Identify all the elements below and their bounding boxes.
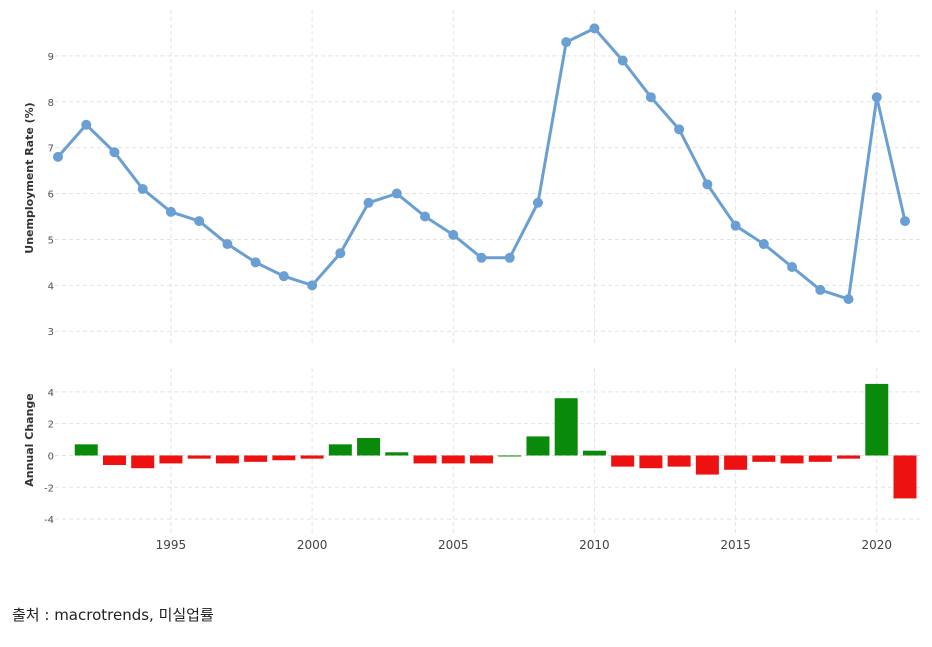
bottom-y-tick-label: -4 bbox=[44, 515, 54, 526]
unemployment-rate-point bbox=[730, 220, 741, 231]
unemployment-line-layer bbox=[53, 23, 910, 305]
unemployment-rate-point bbox=[165, 206, 176, 217]
unemployment-rate-point bbox=[815, 284, 826, 295]
annual-change-bar bbox=[244, 455, 268, 462]
unemployment-rate-point bbox=[504, 252, 515, 263]
top-y-tick-label: 3 bbox=[48, 327, 54, 338]
annual-change-bar bbox=[780, 455, 804, 464]
top-y-tick-label: 7 bbox=[48, 144, 54, 155]
annual-change-bar bbox=[639, 455, 663, 469]
annual-change-bar bbox=[159, 455, 183, 464]
annual-change-bar bbox=[441, 455, 465, 464]
unemployment-rate-point bbox=[702, 179, 713, 190]
annual-change-bar bbox=[582, 450, 606, 456]
unemployment-rate-point bbox=[561, 37, 572, 48]
bottom-y-tick-label: 2 bbox=[48, 420, 54, 431]
unemployment-rate-point bbox=[589, 23, 600, 34]
unemployment-rate-point bbox=[476, 252, 487, 263]
unemployment-rate-point bbox=[307, 280, 318, 291]
annual-change-bar bbox=[554, 398, 578, 456]
x-tick-label: 2015 bbox=[720, 538, 751, 552]
unemployment-rate-point bbox=[871, 92, 882, 103]
unemployment-rate-point bbox=[645, 92, 656, 103]
unemployment-rate-point bbox=[674, 124, 685, 135]
annual-change-bar bbox=[752, 455, 776, 462]
top-y-tick-label: 4 bbox=[48, 281, 54, 292]
unemployment-rate-point bbox=[363, 197, 374, 208]
bottom-y-tick-label: 0 bbox=[48, 451, 54, 462]
annual-change-bar bbox=[300, 455, 324, 459]
unemployment-rate-point bbox=[81, 119, 92, 130]
annual-change-bar bbox=[74, 444, 98, 456]
x-tick-label: 2010 bbox=[579, 538, 610, 552]
x-tick-label: 1995 bbox=[156, 538, 187, 552]
unemployment-rate-point bbox=[109, 147, 120, 158]
unemployment-rate-point bbox=[137, 183, 148, 194]
x-tick-label: 2005 bbox=[438, 538, 469, 552]
annual-change-bar bbox=[893, 455, 917, 499]
top-y-axis-label: Unemployment Rate (%) bbox=[23, 102, 36, 253]
annual-change-bar bbox=[385, 452, 409, 456]
unemployment-rate-point bbox=[250, 257, 261, 268]
annual-change-bar bbox=[667, 455, 691, 467]
unemployment-rate-point bbox=[335, 248, 346, 259]
top-y-tick-label: 6 bbox=[48, 190, 54, 201]
annual-change-bar bbox=[102, 455, 126, 466]
unemployment-rate-point bbox=[758, 239, 769, 250]
annual-change-bars bbox=[74, 383, 917, 499]
unemployment-rate-point bbox=[900, 216, 910, 227]
top-y-tick-label: 5 bbox=[48, 235, 54, 246]
annual-change-bar bbox=[865, 383, 889, 456]
unemployment-rate-point bbox=[420, 211, 431, 222]
annual-change-bar bbox=[215, 455, 239, 464]
annual-change-bar bbox=[357, 437, 381, 456]
bottom-y-ticks: -4 -2 0 2 4 bbox=[44, 388, 54, 526]
annual-change-bar bbox=[837, 455, 861, 459]
x-tick-label: 2000 bbox=[297, 538, 328, 552]
top-y-ticks: 3 4 5 6 7 8 9 bbox=[48, 52, 54, 338]
top-y-tick-label: 9 bbox=[48, 52, 54, 63]
bottom-chart-grid bbox=[48, 368, 920, 535]
annual-change-bar bbox=[328, 444, 352, 456]
unemployment-rate-point bbox=[617, 55, 628, 66]
unemployment-rate-point bbox=[222, 239, 233, 250]
annual-change-bar bbox=[470, 455, 493, 464]
annual-change-bar bbox=[131, 455, 155, 469]
top-chart-grid bbox=[48, 10, 920, 345]
unemployment-rate-point bbox=[843, 294, 854, 305]
annual-change-bar bbox=[724, 455, 748, 470]
top-y-tick-label: 8 bbox=[48, 98, 54, 109]
unemployment-rate-point bbox=[448, 229, 459, 240]
unemployment-rate-point bbox=[278, 271, 289, 282]
annual-change-bar bbox=[187, 455, 211, 459]
annual-change-bar bbox=[611, 455, 635, 467]
unemployment-rate-point bbox=[53, 151, 63, 162]
source-caption: 출처 : macrotrends, 미실업률 bbox=[12, 606, 214, 624]
annual-change-bar bbox=[526, 436, 550, 456]
bottom-y-tick-label: 4 bbox=[48, 388, 54, 399]
unemployment-rate-point bbox=[787, 261, 798, 272]
x-axis-ticks: 1995 2000 2005 2010 2015 2020 bbox=[156, 538, 892, 552]
annual-change-bar bbox=[272, 455, 296, 461]
annual-change-bar bbox=[498, 455, 522, 457]
bottom-y-tick-label: -2 bbox=[44, 483, 54, 494]
x-tick-label: 2020 bbox=[861, 538, 892, 552]
unemployment-rate-point bbox=[532, 197, 543, 208]
annual-change-bar bbox=[695, 455, 719, 475]
annual-change-bar bbox=[413, 455, 437, 464]
unemployment-rate-point bbox=[391, 188, 402, 199]
unemployment-rate-point bbox=[194, 216, 205, 227]
annual-change-bar bbox=[808, 455, 832, 462]
bottom-y-axis-label: Annual Change bbox=[23, 393, 36, 487]
